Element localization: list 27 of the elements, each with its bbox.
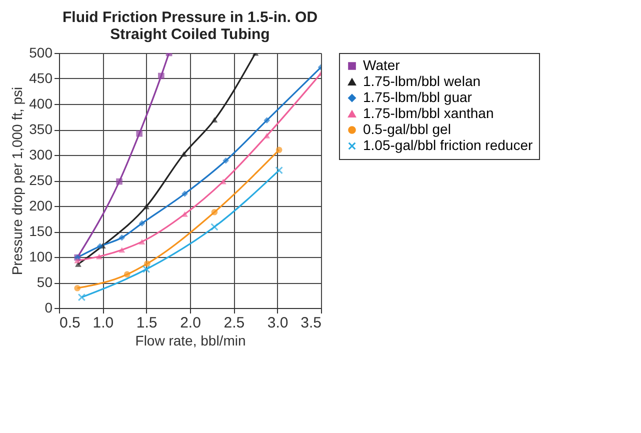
y-tick-label: 500 bbox=[29, 44, 53, 60]
chart-title: Fluid Friction Pressure in 1.5-in. OD Straight Coiled Tubing bbox=[62, 9, 318, 43]
x-tick-label: 2.0 bbox=[180, 314, 201, 332]
y-tick-label: 0 bbox=[44, 300, 53, 316]
y-tick-label: 250 bbox=[29, 172, 53, 188]
legend-label: 1.75-lbm/bbl guar bbox=[363, 89, 472, 105]
legend-label: 1.75-lbm/bbl xanthan bbox=[363, 105, 494, 121]
y-tick-label: 100 bbox=[29, 248, 53, 264]
x-tick-label: 0.5 bbox=[60, 314, 80, 332]
y-tick-label: 450 bbox=[29, 70, 53, 86]
y-tick-label: 50 bbox=[36, 274, 53, 290]
y-tick-label: 200 bbox=[29, 198, 53, 214]
x-tick-label: 2.5 bbox=[224, 314, 245, 332]
x-tick-label: 3.5 bbox=[300, 314, 322, 332]
x-axis-title: Flow rate, bbl/min bbox=[135, 332, 246, 348]
legend-label: 1.75-lbm/bbl welan bbox=[363, 73, 481, 89]
y-tick-label: 150 bbox=[29, 223, 53, 239]
x-tick-label: 1.0 bbox=[92, 314, 114, 332]
legend-label: Water bbox=[363, 57, 400, 73]
legend-label: 1.05-gal/bbl friction reducer bbox=[363, 137, 533, 153]
y-tick-label: 350 bbox=[29, 121, 53, 137]
y-tick-label: 400 bbox=[29, 96, 53, 112]
y-tick-label: 300 bbox=[29, 146, 53, 162]
x-tick-label: 1.5 bbox=[136, 314, 158, 332]
y-axis-title: Pressure drop per 1,000 ft, psi bbox=[9, 86, 26, 276]
legend-label: 0.5-gal/bbl gel bbox=[363, 121, 451, 137]
x-tick-label: 3.0 bbox=[267, 314, 288, 332]
